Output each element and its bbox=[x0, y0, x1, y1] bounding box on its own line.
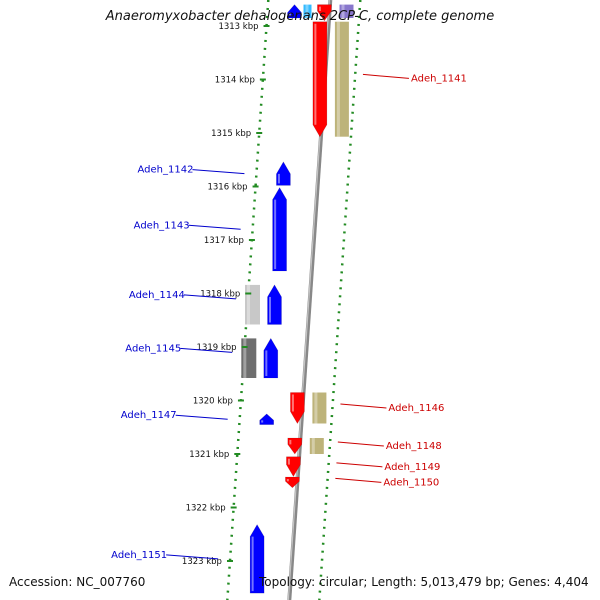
tick-label: 1321 kbp bbox=[189, 450, 229, 460]
reverse-feature-shine bbox=[311, 438, 315, 454]
forward-gene bbox=[276, 161, 291, 186]
reverse-gene bbox=[287, 437, 303, 455]
gene-label-forward: Adeh_1145 bbox=[125, 343, 181, 354]
label-leader bbox=[175, 414, 228, 420]
label-leader bbox=[180, 347, 233, 353]
gene-label-forward: Adeh_1144 bbox=[129, 290, 185, 301]
tick-label: 1314 kbp bbox=[215, 76, 255, 86]
label-leader bbox=[337, 441, 384, 447]
gene-track bbox=[249, 4, 332, 594]
gene-label-reverse: Adeh_1141 bbox=[411, 73, 467, 84]
reverse-feature bbox=[309, 438, 324, 454]
forward-gene bbox=[249, 524, 265, 594]
label-leader bbox=[340, 403, 387, 409]
gene-label-reverse: Adeh_1148 bbox=[386, 441, 442, 452]
forward-top-feature bbox=[303, 4, 312, 18]
label-leader bbox=[336, 462, 383, 468]
accession-text: Accession: NC_007760 bbox=[9, 575, 146, 589]
reverse-gene bbox=[312, 21, 328, 138]
reverse-feature-shine bbox=[314, 392, 318, 424]
gene-label-reverse: Adeh_1146 bbox=[388, 403, 444, 414]
gene-label-reverse: Adeh_1150 bbox=[383, 477, 439, 488]
reverse-feature-shine bbox=[336, 21, 340, 137]
reverse-gene bbox=[285, 476, 300, 489]
gene-label-forward: Adeh_1151 bbox=[111, 550, 167, 561]
forward-feature bbox=[241, 338, 257, 378]
gene-label-forward: Adeh_1142 bbox=[137, 165, 193, 176]
label-leader bbox=[183, 294, 236, 300]
label-leader bbox=[188, 224, 241, 230]
tick-label: 1318 kbp bbox=[200, 290, 240, 300]
forward-gene bbox=[272, 187, 287, 272]
reverse-feature bbox=[339, 4, 354, 18]
label-leader bbox=[166, 554, 219, 560]
tick-label: 1317 kbp bbox=[204, 236, 244, 246]
tick-label: 1316 kbp bbox=[207, 183, 247, 193]
tick-label: 1320 kbp bbox=[193, 397, 233, 407]
label-leader bbox=[362, 73, 409, 79]
forward-feature-shine bbox=[243, 338, 247, 378]
gene-label-forward: Adeh_1143 bbox=[134, 220, 190, 231]
kbp-ticks: 1313 kbp 1314 kbp 1315 kbp 1316 kbp 1317 kbp… bbox=[182, 22, 270, 567]
forward-gene bbox=[263, 337, 279, 379]
gene-labels: Adeh_1141 Adeh_1142 Adeh_1143 Adeh_1144 Adeh… bbox=[111, 73, 467, 560]
reverse-feature-shine bbox=[341, 4, 345, 18]
label-leader bbox=[335, 477, 382, 483]
tick-label: 1315 kbp bbox=[211, 129, 251, 139]
reverse-gene bbox=[317, 4, 332, 22]
tick-label: 1319 kbp bbox=[197, 343, 237, 353]
map-title: Anaeromyxobacter dehalogenans 2CP-C, com… bbox=[105, 9, 495, 24]
reverse-feature bbox=[334, 21, 349, 137]
forward-top-feature-shine bbox=[305, 4, 309, 18]
forward-gene bbox=[267, 284, 282, 325]
gene-label-reverse: Adeh_1149 bbox=[384, 462, 440, 473]
forward-feature bbox=[245, 284, 260, 325]
label-leader bbox=[192, 169, 245, 175]
reverse-gene bbox=[290, 392, 305, 425]
feature-track bbox=[241, 4, 354, 454]
gene-label-forward: Adeh_1147 bbox=[121, 410, 177, 421]
forward-feature-shine bbox=[247, 284, 250, 325]
tick-label: 1313 kbp bbox=[218, 22, 258, 32]
genome-summary-text: Topology: circular; Length: 5,013,479 bp… bbox=[259, 575, 589, 589]
tick-label: 1322 kbp bbox=[186, 504, 226, 514]
tick-label: 1323 kbp bbox=[182, 557, 222, 567]
reverse-feature bbox=[312, 392, 327, 424]
reverse-gene bbox=[286, 456, 301, 478]
forward-gene bbox=[259, 413, 275, 425]
forward-gene bbox=[287, 4, 302, 19]
